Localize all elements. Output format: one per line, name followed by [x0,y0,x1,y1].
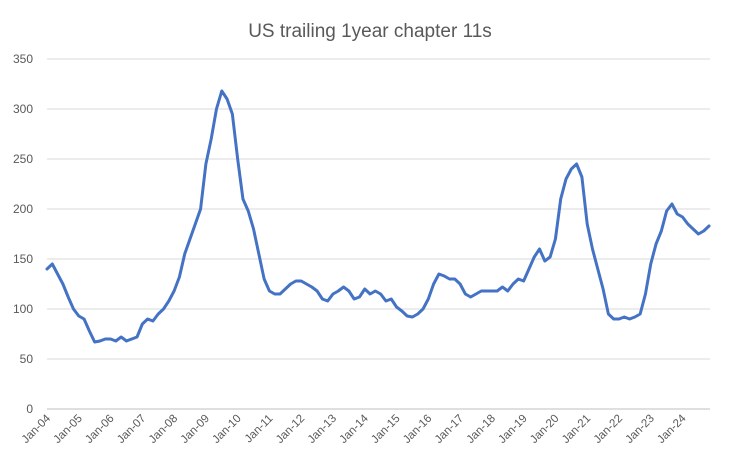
y-axis-ticks: 0 50 100 150 200 250 300 350 [13,52,33,416]
x-tick-label: Jan-13 [306,413,339,446]
x-tick-label: Jan-22 [592,413,625,446]
x-tick-label: Jan-16 [401,413,434,446]
y-tick-label: 200 [13,202,33,216]
series-line [45,89,711,344]
x-tick-label: Jan-08 [147,413,180,446]
x-tick-label: Jan-07 [115,413,148,446]
y-tick-label: 350 [13,52,33,66]
y-tick-label: 250 [13,152,33,166]
x-tick-label: Jan-12 [274,413,307,446]
x-tick-label: Jan-18 [465,413,498,446]
x-axis-ticks: Jan-04Jan-05Jan-06Jan-07Jan-08Jan-09Jan-… [20,412,689,446]
x-tick-label: Jan-06 [83,413,116,446]
x-tick-label: Jan-10 [210,413,243,446]
y-tick-label: 50 [20,352,34,366]
x-tick-label: Jan-19 [496,413,529,446]
x-tick-label: Jan-24 [655,412,689,446]
y-tick-label: 150 [13,252,33,266]
x-tick-label: Jan-23 [624,413,657,446]
x-tick-label: Jan-21 [560,413,593,446]
gridlines [47,58,710,360]
x-tick-label: Jan-20 [528,413,561,446]
y-tick-label: 0 [26,402,33,416]
y-tick-label: 300 [13,102,33,116]
x-tick-label: Jan-05 [52,413,85,446]
x-tick-label: Jan-11 [243,413,276,446]
x-tick-label: Jan-17 [433,413,466,446]
x-tick-label: Jan-04 [20,412,54,446]
y-tick-label: 100 [13,302,33,316]
x-tick-label: Jan-09 [179,413,212,446]
chart-title: US trailing 1year chapter 11s [248,21,492,42]
x-tick-label: Jan-15 [369,413,402,446]
x-tick-label: Jan-14 [338,412,372,446]
